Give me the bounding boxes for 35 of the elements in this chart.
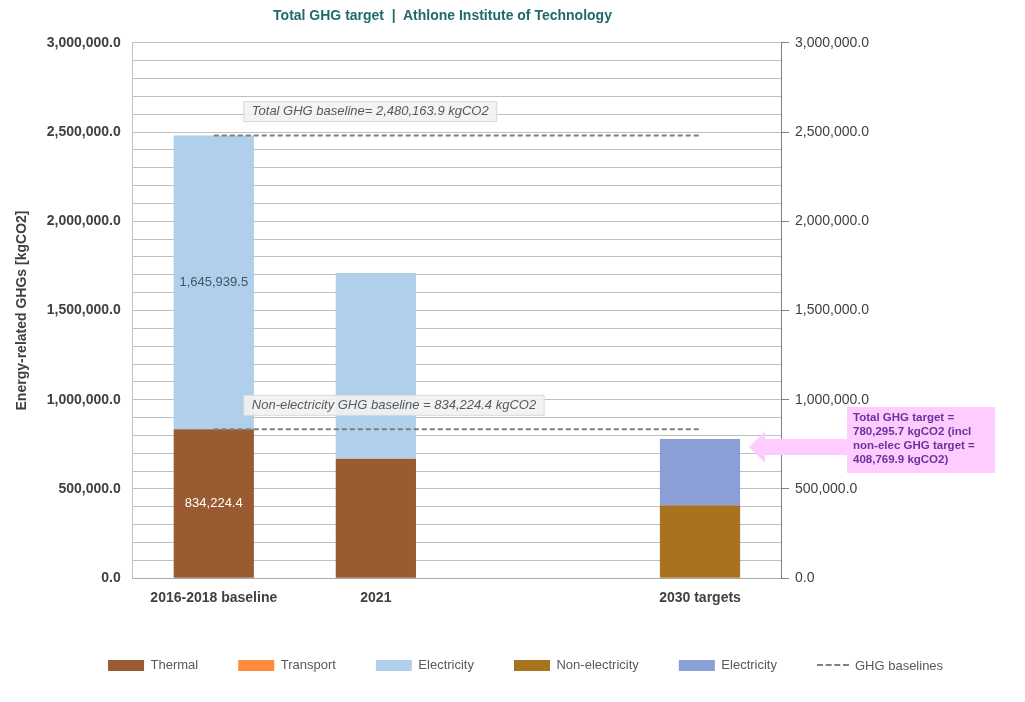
bar — [659, 438, 741, 506]
legend-label: Electricity — [721, 657, 778, 673]
y-axis-title: Energy-related GHGs [kgCO2] — [13, 210, 30, 411]
chart-title: Total GHG target | Athlone Institute of Technology — [273, 7, 613, 24]
y2-tick-label: 2,500,000.0 — [795, 122, 870, 139]
legend-label: Thermal — [150, 657, 199, 673]
y2-tick-label: 1,500,000.0 — [795, 301, 870, 318]
y-tick-label: 3,000,000.0 — [46, 33, 121, 50]
text: Total GHG target = 780,295.7 kgCO2 (incl non-elec GHG target = 408,769.9 kgCO2) — [853, 410, 976, 465]
bar — [173, 135, 254, 430]
y2-tick-label: 3,000,000.0 — [795, 33, 870, 50]
y-tick-label: 2,000,000.0 — [46, 212, 121, 229]
y2-tick-label: 0.0 — [795, 569, 815, 586]
y-tick-label: 1,500,000.0 — [46, 301, 121, 318]
x-tick-label: 2030 targets — [659, 589, 742, 606]
ref-line-label: Total GHG baseline= 2,480,163.9 kgCO2 — [251, 103, 490, 119]
y-tick-label: 2,500,000.0 — [46, 122, 121, 139]
y-tick-label: 1,000,000.0 — [46, 390, 121, 407]
data-label: 1,645,939.5 — [179, 274, 249, 290]
y2-tick-label: 500,000.0 — [795, 479, 858, 496]
y-tick-label: 500,000.0 — [58, 479, 121, 496]
legend-label: Transport — [280, 657, 337, 673]
y2-tick-label: 2,000,000.0 — [795, 212, 870, 229]
bar — [173, 429, 254, 578]
bar — [659, 505, 741, 578]
legend-label: Non-electricity — [556, 657, 640, 673]
data-label: 834,224.4 — [184, 495, 243, 511]
ref-line-label: Non-electricity GHG baseline = 834,224.4 kgCO2 — [251, 396, 537, 412]
bar — [335, 458, 416, 578]
x-tick-label: 2021 — [360, 589, 392, 606]
y-tick-label: 0.0 — [101, 569, 121, 586]
text: GHG baselines — [854, 657, 944, 673]
legend-label: Electricity — [418, 657, 475, 673]
x-tick-label: 2016-2018 baseline — [150, 589, 278, 606]
y2-tick-label: 1,000,000.0 — [795, 390, 870, 407]
